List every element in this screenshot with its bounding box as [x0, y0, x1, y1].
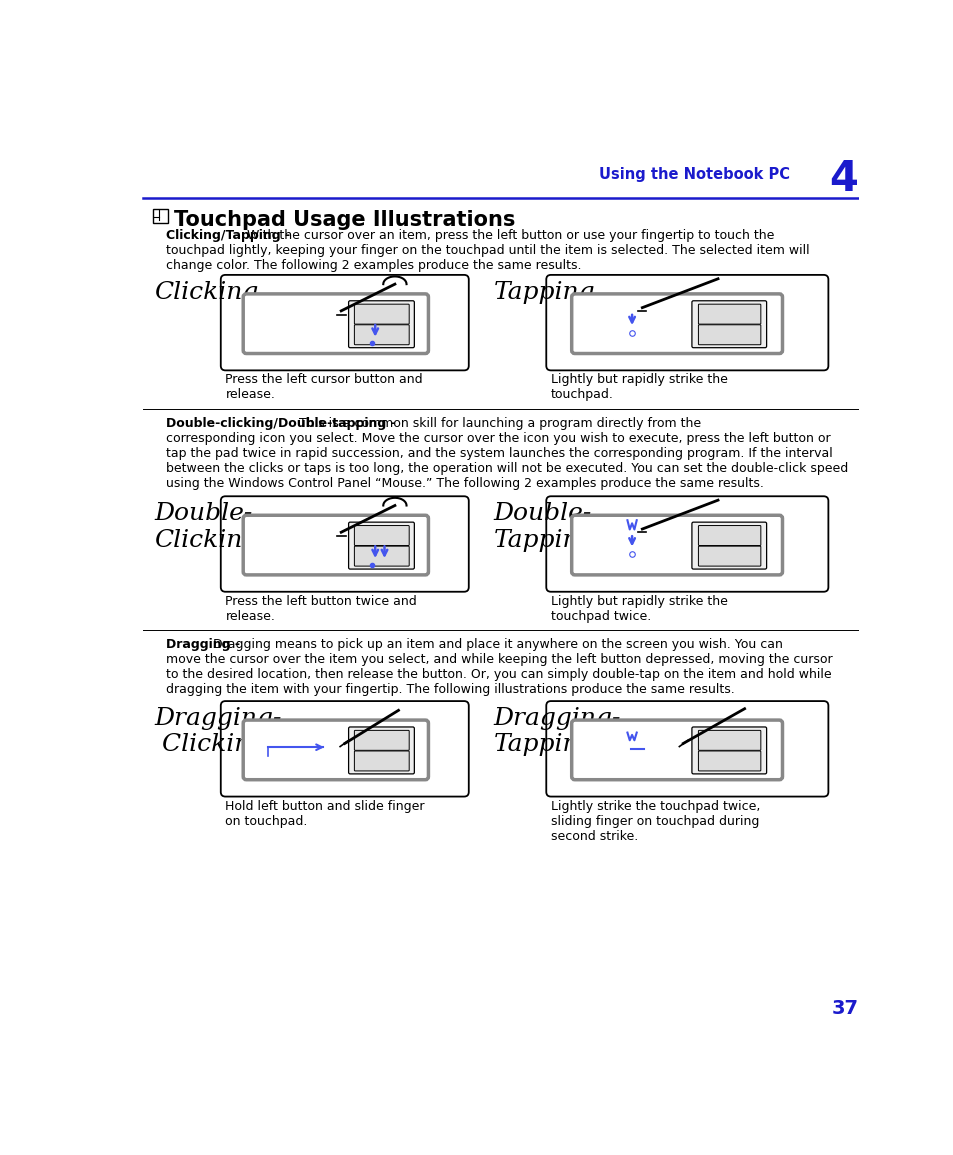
- FancyBboxPatch shape: [546, 497, 827, 591]
- FancyBboxPatch shape: [348, 300, 414, 348]
- Text: Dragging means to pick up an item and place it anywhere on the screen you wish. : Dragging means to pick up an item and pl…: [213, 638, 781, 651]
- Text: 37: 37: [831, 999, 858, 1019]
- FancyBboxPatch shape: [571, 293, 781, 353]
- Text: to the desired location, then release the button. Or, you can simply double-tap : to the desired location, then release th…: [166, 668, 830, 681]
- FancyBboxPatch shape: [354, 304, 409, 325]
- Text: Clicking: Clicking: [154, 529, 258, 552]
- FancyBboxPatch shape: [348, 726, 414, 774]
- Text: tap the pad twice in rapid succession, and the system launches the corresponding: tap the pad twice in rapid succession, a…: [166, 447, 832, 460]
- Text: on touchpad.: on touchpad.: [225, 814, 308, 828]
- Text: Press the left cursor button and: Press the left cursor button and: [225, 373, 422, 387]
- Text: using the Windows Control Panel “Mouse.” The following 2 examples produce the sa: using the Windows Control Panel “Mouse.”…: [166, 477, 762, 490]
- Text: Tapping: Tapping: [493, 733, 595, 757]
- Text: Clicking: Clicking: [154, 733, 266, 757]
- Text: Tapping: Tapping: [493, 281, 595, 304]
- FancyBboxPatch shape: [220, 701, 468, 797]
- FancyBboxPatch shape: [698, 325, 760, 344]
- FancyBboxPatch shape: [546, 701, 827, 797]
- FancyBboxPatch shape: [243, 515, 428, 575]
- FancyBboxPatch shape: [243, 720, 428, 780]
- FancyBboxPatch shape: [354, 526, 409, 545]
- FancyBboxPatch shape: [691, 726, 766, 774]
- Text: dragging the item with your fingertip. The following illustrations produce the s: dragging the item with your fingertip. T…: [166, 683, 734, 696]
- Text: Press the left button twice and: Press the left button twice and: [225, 595, 416, 608]
- Text: touchpad twice.: touchpad twice.: [550, 610, 651, 623]
- FancyBboxPatch shape: [698, 730, 760, 751]
- Text: sliding finger on touchpad during: sliding finger on touchpad during: [550, 814, 759, 828]
- FancyBboxPatch shape: [571, 515, 781, 575]
- Text: This is a common skill for launching a program directly from the: This is a common skill for launching a p…: [298, 417, 700, 430]
- FancyBboxPatch shape: [354, 730, 409, 751]
- Text: Double-clicking/Double-tapping -: Double-clicking/Double-tapping -: [166, 417, 399, 430]
- FancyBboxPatch shape: [698, 526, 760, 545]
- Text: Clicking/Tapping -: Clicking/Tapping -: [166, 229, 294, 241]
- FancyBboxPatch shape: [698, 751, 760, 770]
- Text: Dragging-: Dragging-: [154, 707, 281, 730]
- FancyBboxPatch shape: [348, 522, 414, 569]
- Text: With the cursor over an item, press the left button or use your fingertip to tou: With the cursor over an item, press the …: [247, 229, 773, 241]
- Text: Hold left button and slide finger: Hold left button and slide finger: [225, 799, 424, 813]
- FancyBboxPatch shape: [354, 325, 409, 344]
- Text: touchpad.: touchpad.: [550, 388, 613, 402]
- Text: Lightly but rapidly strike the: Lightly but rapidly strike the: [550, 595, 727, 608]
- Text: Clicking: Clicking: [154, 281, 258, 304]
- Text: Dragging -: Dragging -: [166, 638, 244, 651]
- Text: corresponding icon you select. Move the cursor over the icon you wish to execute: corresponding icon you select. Move the …: [166, 432, 829, 445]
- Text: Double-: Double-: [154, 502, 253, 526]
- Text: second strike.: second strike.: [550, 829, 638, 843]
- FancyBboxPatch shape: [571, 720, 781, 780]
- FancyBboxPatch shape: [698, 546, 760, 566]
- FancyBboxPatch shape: [691, 300, 766, 348]
- Text: release.: release.: [225, 610, 275, 623]
- Text: Tapping: Tapping: [493, 529, 595, 552]
- FancyBboxPatch shape: [220, 497, 468, 591]
- Text: Lightly strike the touchpad twice,: Lightly strike the touchpad twice,: [550, 799, 760, 813]
- Text: release.: release.: [225, 388, 275, 402]
- FancyBboxPatch shape: [698, 304, 760, 325]
- Bar: [152, 209, 168, 223]
- Text: Dragging-: Dragging-: [493, 707, 620, 730]
- FancyBboxPatch shape: [220, 275, 468, 371]
- Text: Touchpad Usage Illustrations: Touchpad Usage Illustrations: [173, 210, 515, 230]
- Text: move the cursor over the item you select, and while keeping the left button depr: move the cursor over the item you select…: [166, 653, 832, 666]
- FancyBboxPatch shape: [354, 546, 409, 566]
- Text: Double-: Double-: [493, 502, 591, 526]
- Text: touchpad lightly, keeping your finger on the touchpad until the item is selected: touchpad lightly, keeping your finger on…: [166, 244, 808, 256]
- Text: between the clicks or taps is too long, the operation will not be executed. You : between the clicks or taps is too long, …: [166, 462, 847, 475]
- Text: Using the Notebook PC: Using the Notebook PC: [598, 167, 789, 182]
- FancyBboxPatch shape: [546, 275, 827, 371]
- FancyBboxPatch shape: [691, 522, 766, 569]
- FancyBboxPatch shape: [243, 293, 428, 353]
- Text: 4: 4: [828, 158, 858, 201]
- Text: Lightly but rapidly strike the: Lightly but rapidly strike the: [550, 373, 727, 387]
- Text: change color. The following 2 examples produce the same results.: change color. The following 2 examples p…: [166, 259, 580, 271]
- FancyBboxPatch shape: [354, 751, 409, 770]
